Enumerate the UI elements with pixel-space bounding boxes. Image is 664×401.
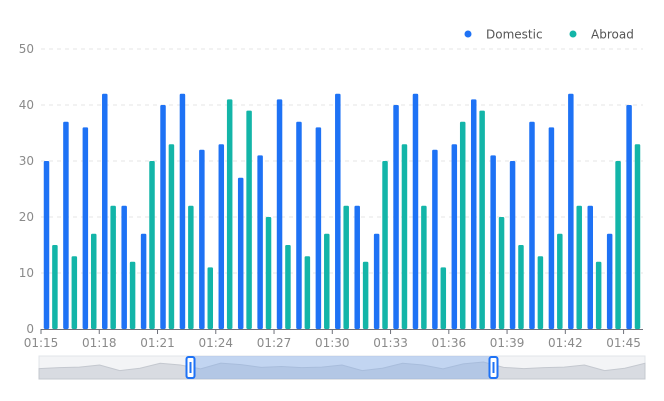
bar-domestic: [606, 233, 613, 329]
zoom-handle-grip: [189, 362, 192, 373]
bar-domestic: [432, 149, 438, 329]
zoom-selected-range[interactable]: [190, 356, 494, 379]
bar-domestic: [315, 127, 322, 330]
bar-abroad: [52, 245, 58, 329]
bar-domestic: [335, 93, 341, 329]
bar-series: [43, 93, 641, 330]
bar-domestic: [257, 155, 263, 329]
bar-abroad: [459, 121, 466, 329]
x-tick-label: 01:21: [140, 336, 175, 350]
x-tick-label: 01:33: [373, 336, 408, 350]
bar-abroad: [557, 233, 563, 329]
bar-domestic: [218, 144, 225, 329]
x-tick-label: 01:39: [490, 336, 525, 350]
bar-domestic: [43, 161, 50, 329]
bar-abroad: [634, 144, 641, 329]
bar-domestic: [237, 177, 244, 329]
bar-abroad: [479, 110, 485, 329]
bar-domestic: [199, 149, 205, 329]
legend-marker: [464, 30, 472, 38]
x-tick-label: 01:45: [606, 336, 641, 350]
bar-domestic: [82, 127, 89, 330]
bar-abroad: [207, 267, 214, 329]
bar-abroad: [382, 161, 388, 329]
y-tick-label: 0: [26, 322, 34, 336]
bar-abroad: [537, 256, 544, 329]
data-zoom-slider[interactable]: [38, 355, 646, 380]
x-tick-label: 01:30: [315, 336, 350, 350]
zoom-handle-grip: [492, 362, 495, 373]
bar-abroad: [149, 161, 155, 329]
x-tick-label: 01:27: [257, 336, 292, 350]
bar-abroad: [129, 261, 136, 329]
bar-abroad: [90, 233, 97, 329]
bar-abroad: [71, 256, 78, 329]
bar-domestic: [626, 105, 632, 329]
bar-abroad: [246, 110, 252, 329]
x-axis: 01:15 01:18 01:21 01:24 01:27 01:30 01:33 01:36…: [24, 329, 643, 350]
bar-abroad: [343, 205, 349, 329]
bar-domestic: [470, 99, 477, 330]
bar-domestic: [412, 93, 419, 329]
bar-abroad: [265, 217, 272, 329]
bar-domestic: [587, 205, 594, 329]
bar-domestic: [568, 93, 574, 329]
bar-abroad: [421, 205, 427, 329]
bar-abroad: [324, 233, 330, 329]
bar-domestic: [102, 93, 108, 329]
x-tick-label: 01:24: [198, 336, 233, 350]
bar-domestic: [490, 155, 496, 329]
bar-domestic: [296, 121, 302, 329]
bar-domestic: [276, 99, 283, 330]
bar-abroad: [576, 205, 582, 329]
x-tick-label: 01:15: [24, 336, 59, 350]
bar-abroad: [304, 256, 311, 329]
bar-abroad: [595, 261, 602, 329]
bar-abroad: [285, 245, 291, 329]
x-tick-label: 01:18: [82, 336, 117, 350]
y-tick-label: 20: [19, 210, 34, 224]
y-tick-label: 50: [19, 42, 34, 56]
bar-abroad: [168, 144, 175, 329]
bar-domestic: [509, 161, 516, 329]
bar-abroad: [615, 161, 621, 329]
x-tick-label: 01:42: [548, 336, 583, 350]
legend-item-domestic[interactable]: Domestic: [464, 28, 543, 42]
bar-abroad: [440, 267, 447, 329]
legend-item-abroad[interactable]: Abroad: [569, 28, 634, 42]
bar-domestic: [354, 205, 360, 329]
bar-domestic: [179, 93, 186, 329]
legend-label: Abroad: [591, 28, 634, 42]
bar-domestic: [160, 105, 166, 329]
legend-marker: [569, 30, 577, 38]
bar-abroad: [518, 245, 524, 329]
bar-domestic: [548, 127, 555, 330]
bar-abroad: [498, 217, 505, 329]
bar-domestic: [373, 233, 380, 329]
bar-domestic: [529, 121, 535, 329]
y-tick-label: 10: [19, 266, 34, 280]
bar-abroad: [362, 261, 369, 329]
bar-abroad: [110, 205, 116, 329]
bar-domestic: [140, 233, 147, 329]
bar-domestic: [121, 205, 127, 329]
bar-abroad: [226, 99, 233, 330]
x-tick-label: 01:36: [432, 336, 467, 350]
bar-domestic: [451, 144, 458, 329]
bar-abroad: [188, 205, 194, 329]
bar-domestic: [63, 121, 69, 329]
legend-label: Domestic: [486, 28, 543, 42]
y-axis: 0 10 20 30 40 50: [19, 42, 34, 336]
y-tick-label: 40: [19, 98, 34, 112]
bar-abroad: [401, 144, 408, 329]
bar-domestic: [393, 105, 399, 329]
y-tick-label: 30: [19, 154, 34, 168]
legend: Domestic Abroad: [464, 28, 634, 42]
